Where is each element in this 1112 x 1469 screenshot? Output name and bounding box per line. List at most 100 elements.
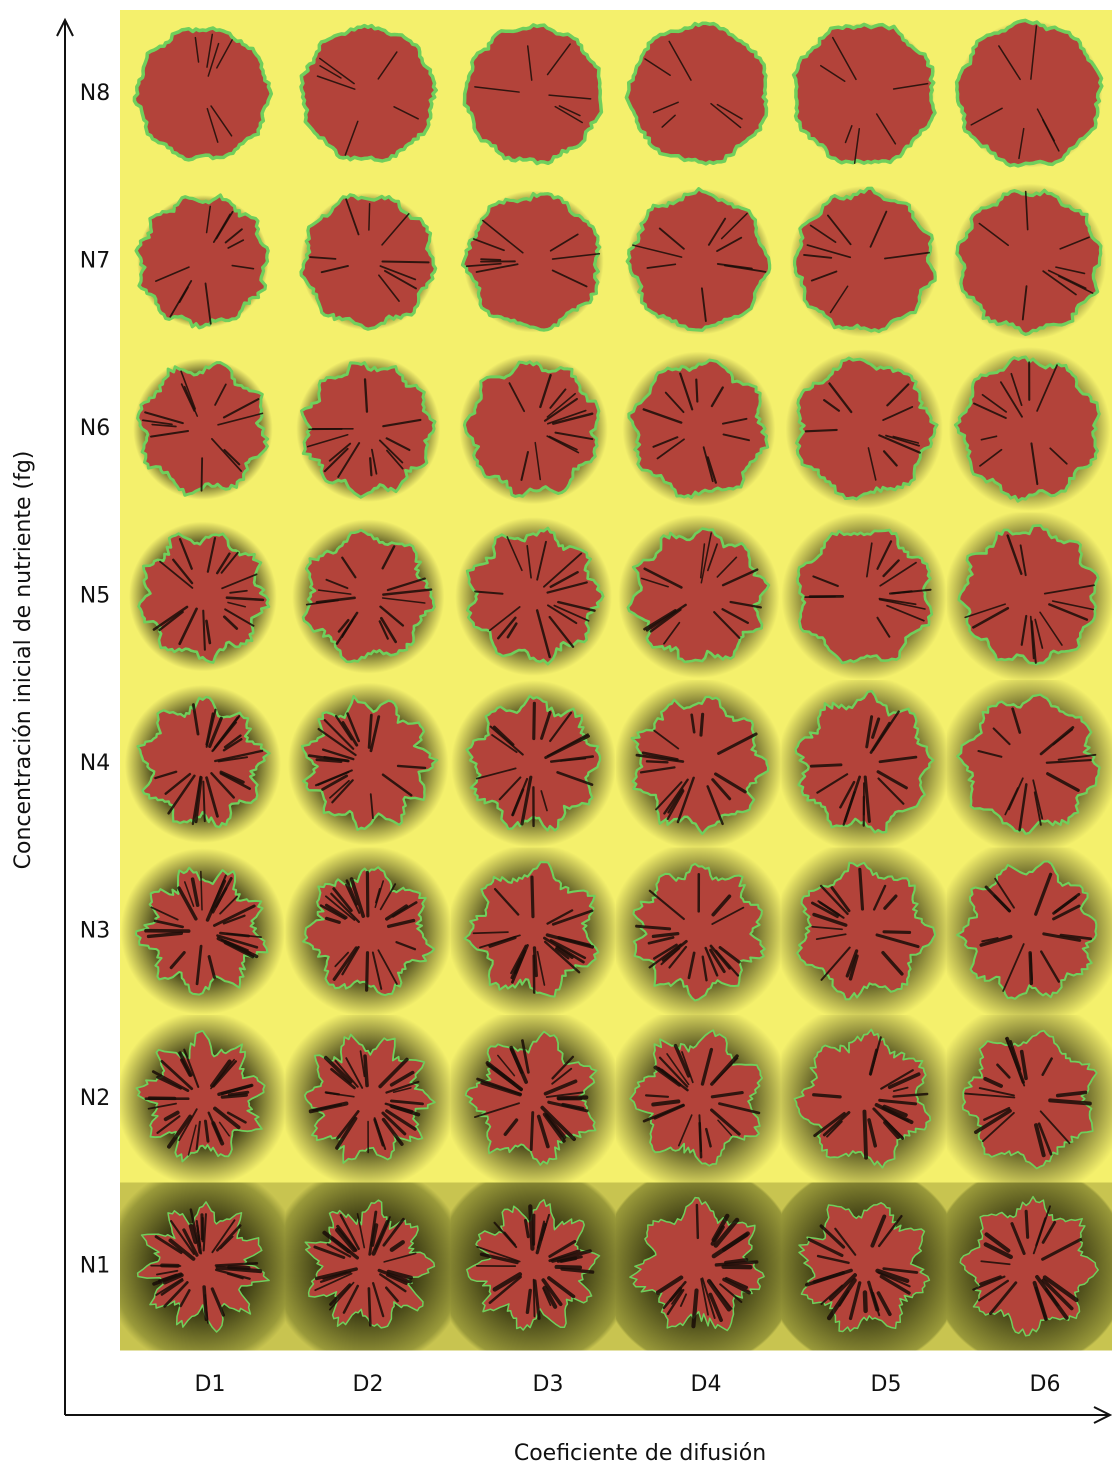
colony-streak bbox=[720, 212, 748, 240]
colony-streak bbox=[491, 734, 518, 754]
colony bbox=[466, 1198, 601, 1331]
colony-streak bbox=[557, 600, 596, 612]
colony-streak bbox=[475, 263, 519, 273]
colony-streak bbox=[1002, 943, 1025, 992]
colony bbox=[624, 21, 769, 166]
colony-streak bbox=[822, 1111, 851, 1137]
colony-streak bbox=[722, 1277, 752, 1295]
colony-streak bbox=[1039, 611, 1063, 646]
colony-streak bbox=[698, 1121, 703, 1159]
colony-streak bbox=[706, 785, 724, 826]
x-axis-title: Coeficiente de difusión bbox=[514, 1441, 766, 1466]
colony-streak bbox=[658, 227, 685, 250]
colony-streak bbox=[474, 86, 520, 93]
colony bbox=[462, 360, 601, 498]
colony-streak bbox=[882, 1267, 919, 1274]
colony-streak bbox=[214, 1268, 251, 1280]
colony-streak bbox=[661, 939, 688, 962]
colony-streak bbox=[323, 719, 355, 750]
colony-streak bbox=[156, 1115, 181, 1134]
colony-streak bbox=[369, 457, 373, 477]
colony-streak bbox=[543, 936, 585, 964]
colony-streak bbox=[385, 437, 411, 452]
colony-streak bbox=[826, 1120, 843, 1138]
colony-streak bbox=[222, 398, 260, 419]
colony-streak bbox=[645, 1094, 670, 1098]
colony-streak bbox=[834, 1227, 857, 1256]
colony-streak bbox=[149, 429, 190, 438]
colony-streak bbox=[153, 919, 184, 929]
colony-streak bbox=[648, 943, 682, 969]
colony-streak bbox=[202, 1285, 209, 1322]
colony-streak bbox=[701, 955, 708, 982]
colony-streak bbox=[549, 939, 587, 960]
colony-streak bbox=[218, 1121, 230, 1137]
colony-streak bbox=[205, 712, 215, 746]
colony-streak bbox=[548, 1239, 577, 1258]
colony-streak bbox=[226, 1272, 244, 1280]
colony-streak bbox=[980, 1260, 1011, 1266]
colony bbox=[956, 693, 1101, 836]
colony-streak bbox=[378, 439, 404, 464]
colony-streak bbox=[331, 779, 354, 804]
colony bbox=[796, 528, 934, 665]
colony-streak bbox=[707, 217, 727, 246]
colony-streak bbox=[319, 904, 347, 920]
colony-streak bbox=[882, 559, 900, 578]
colony-streak bbox=[1020, 614, 1028, 646]
colony-streak bbox=[172, 558, 194, 585]
colony-streak bbox=[476, 1077, 522, 1096]
colony-streak bbox=[492, 725, 515, 746]
colony-streak bbox=[706, 1278, 732, 1312]
colony-streak bbox=[664, 391, 685, 414]
colony-streak bbox=[330, 1236, 359, 1260]
colony-streak bbox=[713, 611, 741, 639]
colony-streak bbox=[473, 1102, 520, 1119]
colony-streak bbox=[191, 703, 200, 736]
colony-streak bbox=[994, 877, 1015, 909]
colony-streak bbox=[377, 1268, 412, 1284]
colony-streak bbox=[383, 1252, 417, 1263]
colony-streak bbox=[1024, 190, 1029, 231]
colony-streak bbox=[378, 620, 389, 640]
colony-streak bbox=[812, 912, 848, 927]
colony-streak bbox=[882, 450, 898, 467]
colony-streak bbox=[188, 1223, 198, 1245]
colony-streak bbox=[212, 721, 238, 752]
colony-streak bbox=[1042, 932, 1082, 942]
colony-streak bbox=[536, 950, 546, 986]
colony-streak bbox=[540, 711, 552, 740]
colony-streak bbox=[546, 604, 578, 625]
column-label: D2 bbox=[353, 1372, 384, 1397]
colony bbox=[136, 361, 270, 497]
colony-streak bbox=[557, 936, 592, 947]
colony-image bbox=[120, 177, 286, 346]
colony-streak bbox=[972, 1275, 1006, 1291]
colony-streak bbox=[820, 64, 846, 82]
colony-streak bbox=[1036, 364, 1058, 412]
colony-streak bbox=[169, 1220, 196, 1255]
colony-streak bbox=[651, 931, 680, 939]
colony-streak bbox=[700, 287, 707, 322]
colony-streak bbox=[207, 955, 216, 979]
colony-streak bbox=[820, 946, 851, 981]
colony-streak bbox=[200, 457, 204, 492]
colony-streak bbox=[1021, 285, 1028, 321]
colony-streak bbox=[716, 103, 743, 120]
colony bbox=[632, 862, 766, 1002]
colony-streak bbox=[710, 102, 742, 129]
colony-streak bbox=[641, 751, 679, 761]
colony-streak bbox=[363, 1054, 369, 1088]
colony-streak bbox=[978, 1087, 1015, 1097]
colony-streak bbox=[711, 894, 732, 917]
colony-streak bbox=[309, 256, 337, 260]
colony-streak bbox=[503, 1118, 519, 1137]
colony-image bbox=[120, 10, 286, 178]
colony-streak bbox=[811, 925, 843, 931]
colony-streak bbox=[978, 1279, 1009, 1302]
colony-streak bbox=[207, 42, 220, 77]
colony-streak bbox=[385, 1109, 417, 1131]
colony-streak bbox=[560, 757, 587, 762]
colony-streak bbox=[206, 107, 219, 143]
colony-streak bbox=[690, 713, 696, 734]
